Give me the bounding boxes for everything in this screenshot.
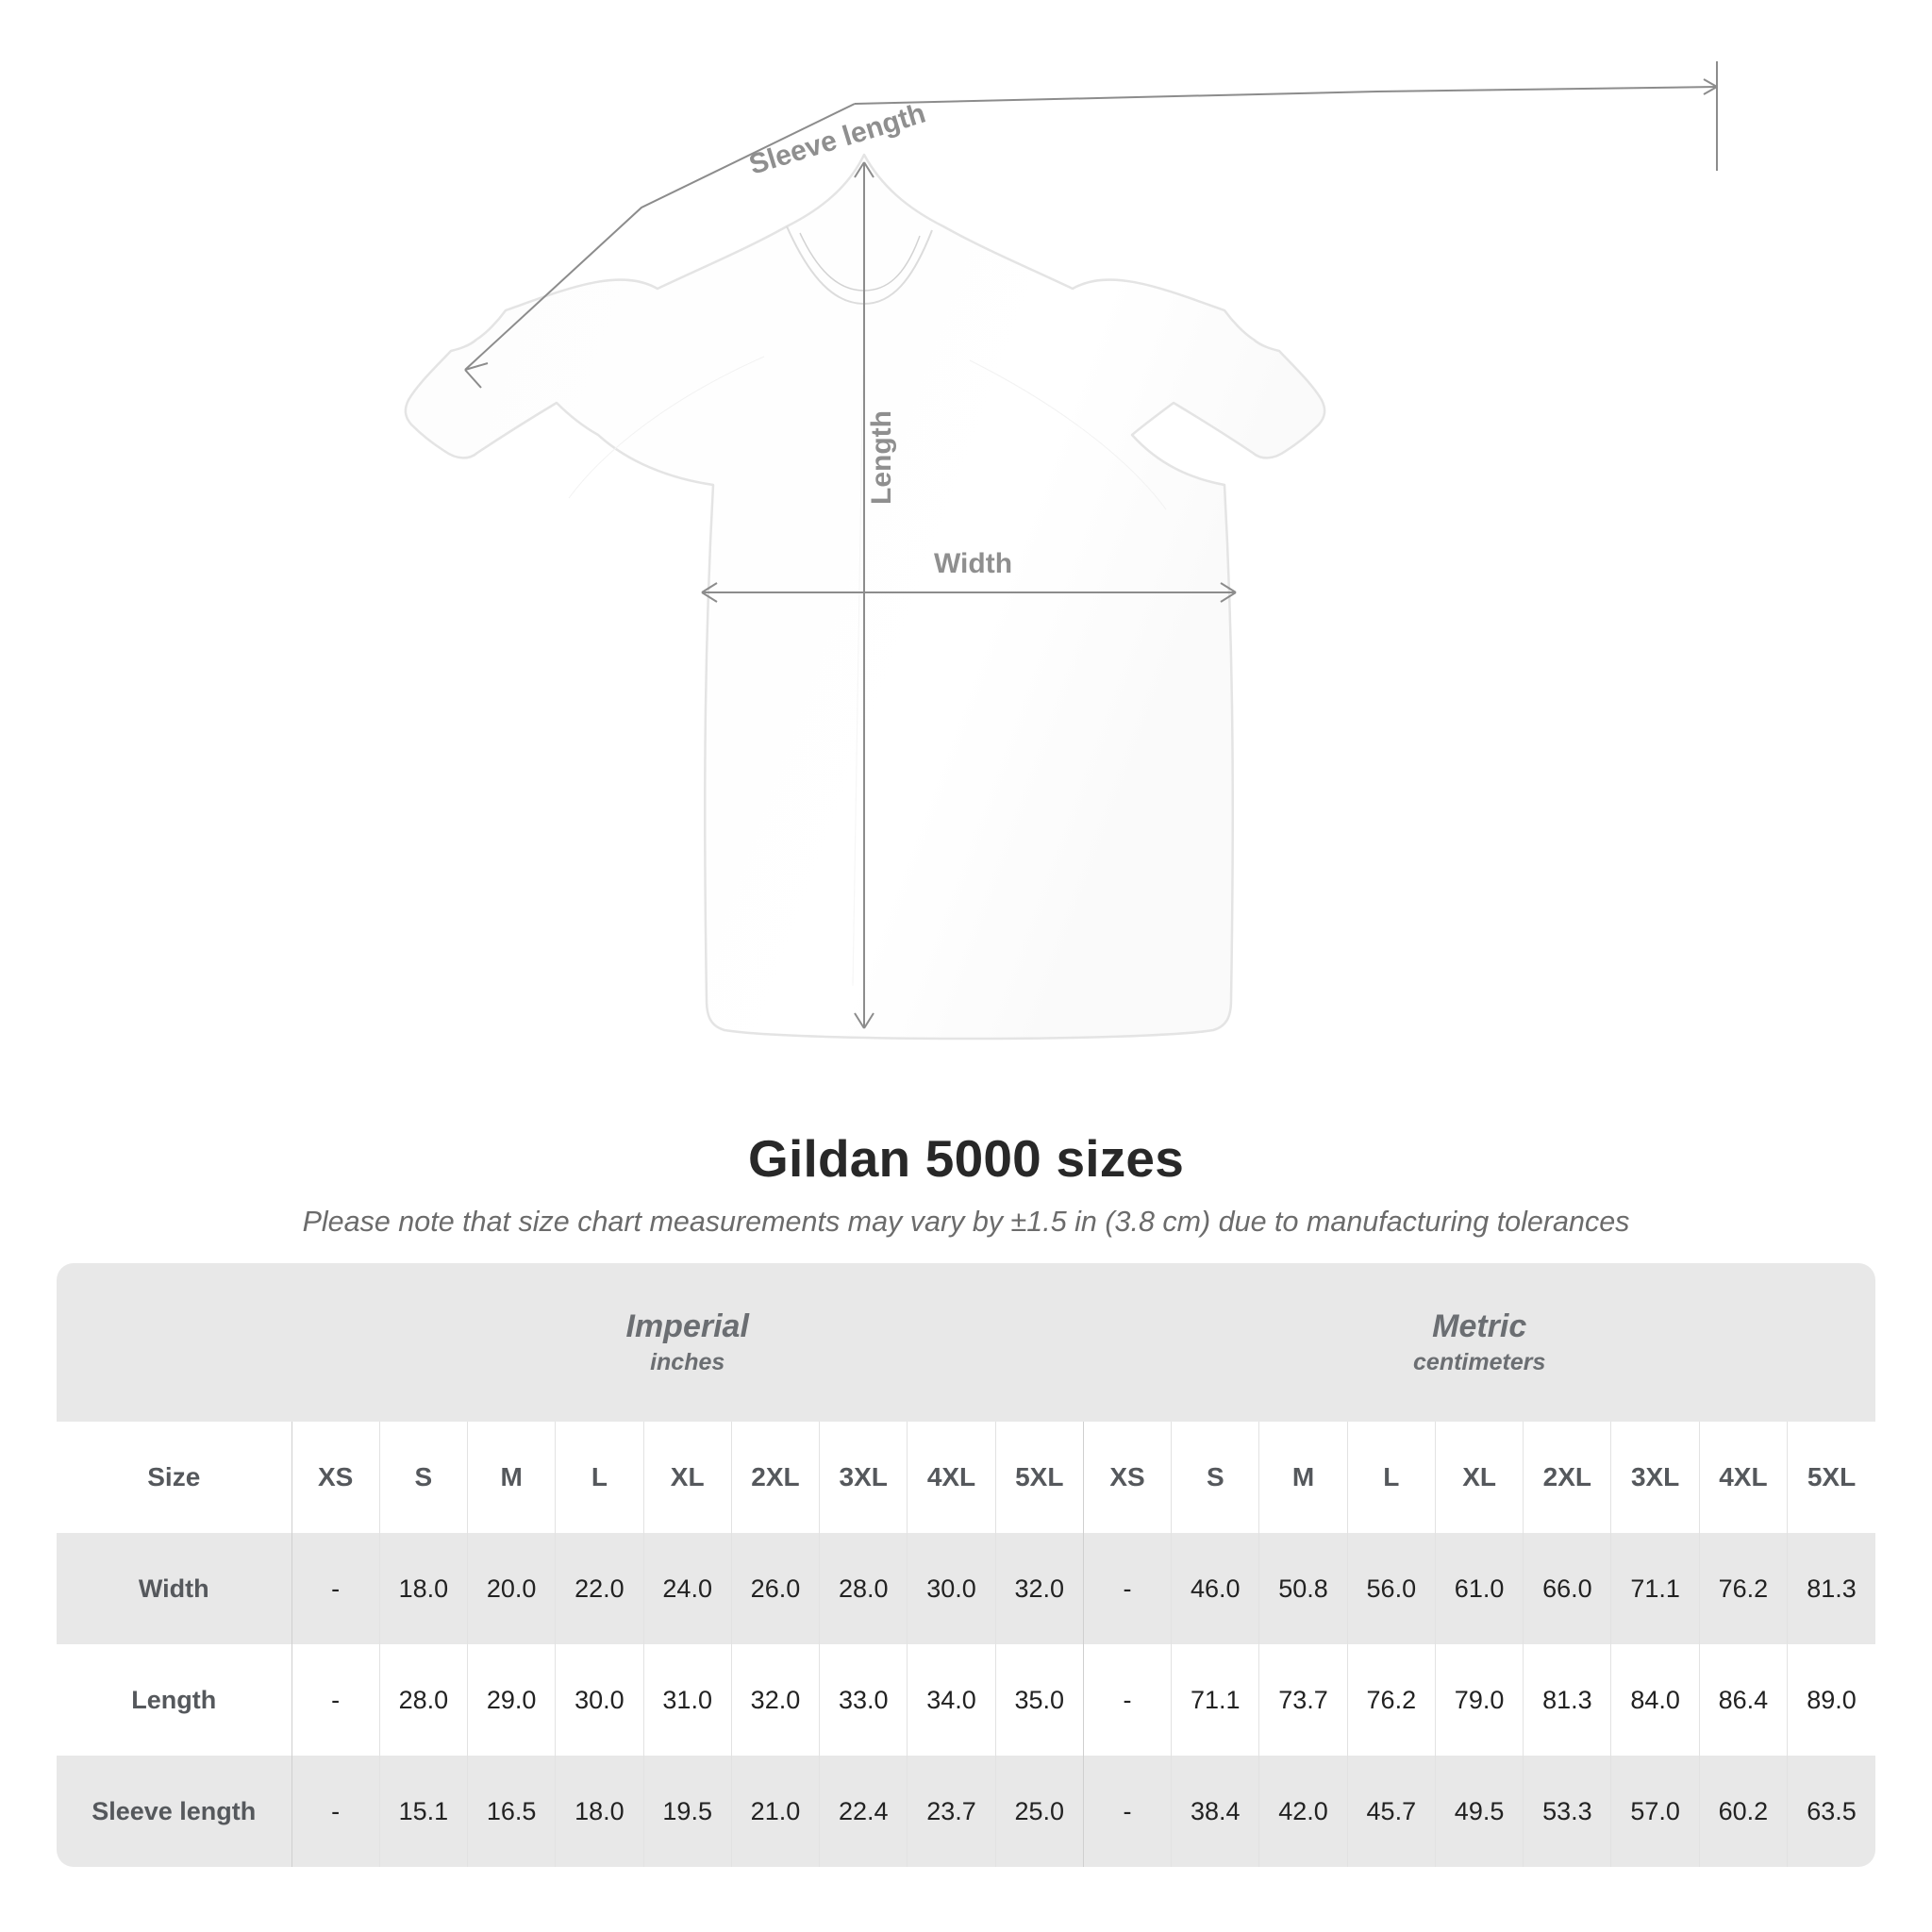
svg-text:Width: Width	[934, 548, 1012, 579]
svg-text:Length: Length	[866, 410, 897, 505]
svg-text:Sleeve length: Sleeve length	[745, 98, 929, 181]
